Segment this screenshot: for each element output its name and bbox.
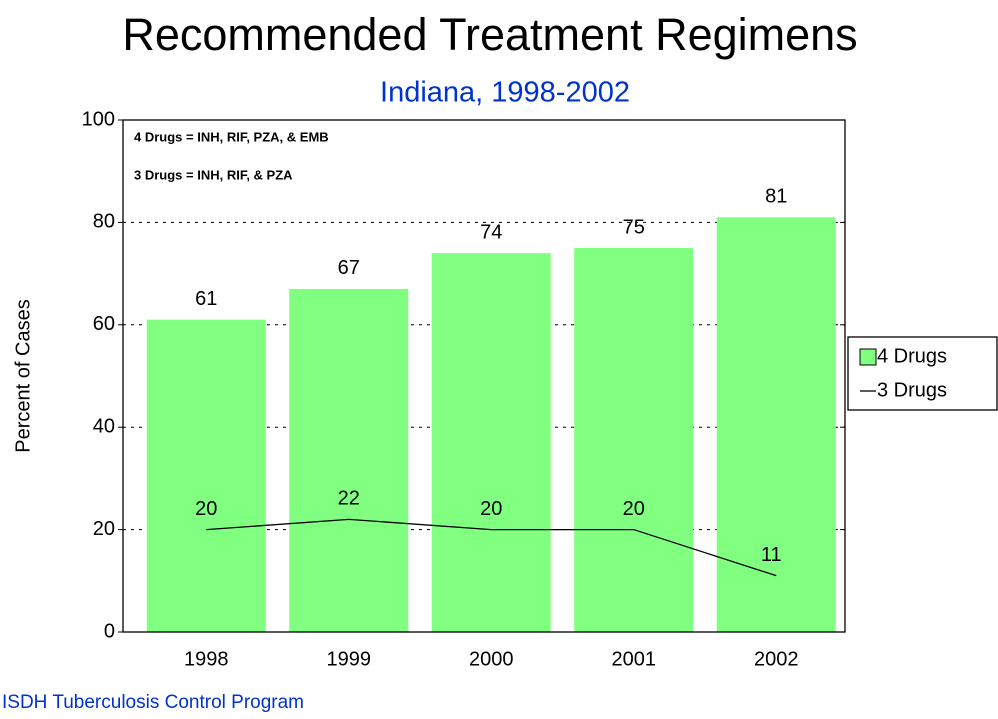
bar: [716, 217, 836, 632]
x-tick-label: 2002: [754, 648, 799, 670]
y-tick-label: 100: [82, 108, 115, 130]
data-label: 74: [480, 221, 502, 243]
x-tick-label: 2001: [612, 648, 657, 670]
y-axis-label: Percent of Cases: [12, 299, 34, 452]
annotation: 4 Drugs = INH, RIF, PZA, & EMB: [134, 129, 329, 144]
annotation: 3 Drugs = INH, RIF, & PZA: [134, 167, 293, 182]
bar: [574, 248, 694, 632]
data-label: 20: [480, 498, 502, 520]
legend-label: 4 Drugs: [877, 345, 947, 367]
data-label: 20: [623, 498, 645, 520]
data-label: 61: [195, 288, 217, 310]
footer: ISDH Tuberculosis Control Program: [2, 692, 304, 713]
x-tick-label: 1999: [327, 648, 372, 670]
y-tick-label: 80: [93, 211, 115, 233]
legend-swatch: [859, 348, 877, 366]
chart-title: Recommended Treatment Regimens: [122, 9, 857, 60]
y-tick-label: 0: [104, 620, 115, 642]
data-label: 20: [195, 498, 217, 520]
x-tick-label: 2000: [469, 648, 514, 670]
y-tick-label: 40: [93, 415, 115, 437]
x-tick-label: 1998: [184, 648, 229, 670]
data-label: 67: [338, 257, 360, 279]
chart-subtitle: Indiana, 1998-2002: [380, 77, 630, 109]
data-label: 22: [338, 488, 360, 510]
bar: [431, 253, 551, 632]
bar: [289, 288, 409, 632]
y-tick-label: 60: [93, 313, 115, 335]
data-label: 81: [765, 186, 787, 208]
y-tick-label: 20: [93, 518, 115, 540]
data-label: 75: [623, 216, 645, 238]
data-label: 11: [761, 544, 782, 566]
legend-label: 3 Drugs: [877, 379, 947, 401]
bar: [146, 319, 266, 632]
plot-frame: [122, 119, 846, 633]
line: [206, 518, 777, 577]
